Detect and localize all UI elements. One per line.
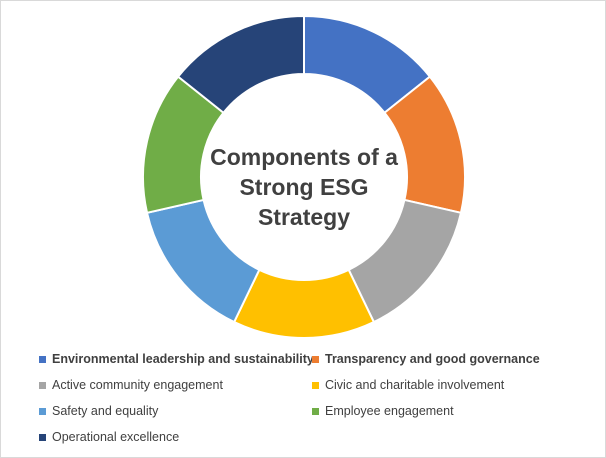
donut-slice-6 [176,14,305,115]
legend-swatch [39,433,46,441]
chart-title-line-1: Components of a [210,144,398,170]
legend-swatch [39,381,46,389]
legend-item: Operational excellence [39,430,179,444]
donut-chart [142,14,466,339]
legend-label: Civic and charitable involvement [325,378,505,392]
legend-item: Safety and equality [39,404,158,418]
legend-row: Environmental leadership and sustainabil… [39,352,599,378]
legend-row: Active community engagement Civic and cha… [39,378,599,404]
legend-swatch [312,381,319,389]
legend-item: Civic and charitable involvement [312,378,504,392]
chart-title: Components of a Strong ESG Strategy [191,142,417,232]
legend-swatch [39,407,46,415]
legend-label: Active community engagement [52,378,223,392]
legend-label: Transparency and good governance [325,352,540,366]
legend-item: Environmental leadership and sustainabil… [39,352,314,366]
legend-label: Safety and equality [52,404,159,418]
legend-item: Active community engagement [39,378,223,392]
legend-swatch [312,407,319,415]
chart-title-line-2: Strong ESG Strategy [239,174,369,230]
legend-label: Operational excellence [52,430,180,444]
legend-item: Transparency and good governance [312,352,540,366]
legend-swatch [39,355,46,363]
chart-legend: Environmental leadership and sustainabil… [39,352,599,456]
legend-label: Environmental leadership and sustainabil… [52,352,314,366]
legend-label: Employee engagement [325,404,454,418]
legend-row: Operational excellence [39,430,599,456]
legend-swatch [312,355,319,363]
legend-item: Employee engagement [312,404,454,418]
legend-row: Safety and equality Employee engagement [39,404,599,430]
